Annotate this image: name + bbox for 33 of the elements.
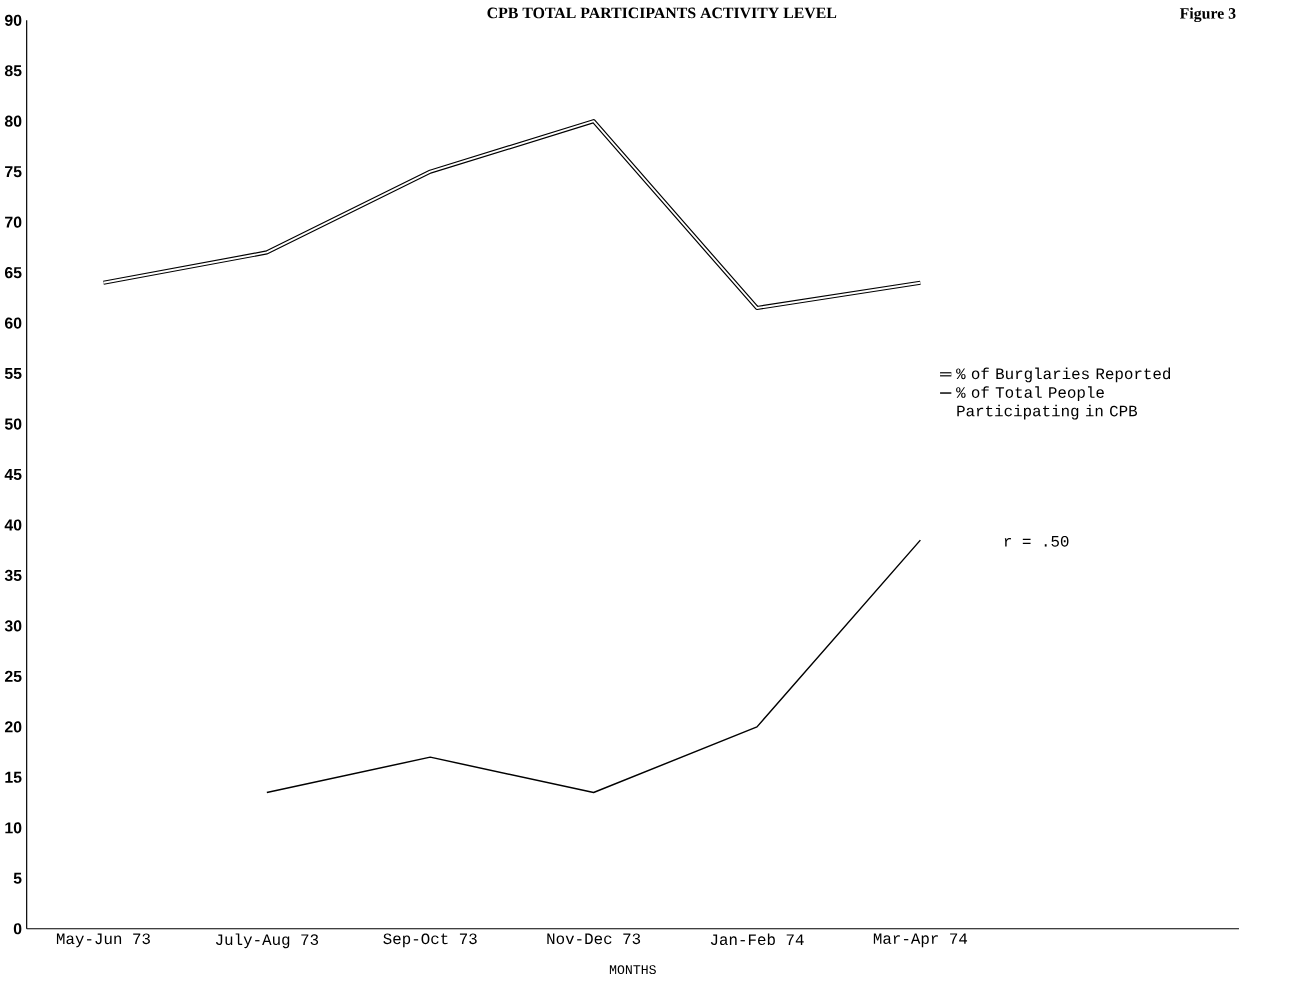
x-tick-label: Jan-Feb 74 [710,933,804,945]
y-tick-label: 5 [13,872,22,884]
y-tick-label: 45 [4,468,22,480]
x-tick-label: Sep-Oct 73 [383,933,477,948]
y-tick-label: 55 [4,367,22,379]
y-tick-label: 80 [4,115,22,127]
y-tick-label: 10 [5,821,22,834]
y-tick-label: 40 [4,519,22,531]
y-tick-label: 50 [4,418,22,430]
y-tick-label: 25 [4,670,22,682]
caption: Figure 3 [1179,7,1236,22]
x-tick-label: May-Jun 73 [56,933,150,948]
line-series [101,118,923,310]
y-tick-label: 65 [4,266,22,278]
line-series [266,539,922,793]
x-tick-label: Nov-Dec 73 [547,933,641,944]
y-tick-label: 20 [4,721,22,733]
chart-title: CPB TOTAL PARTICIPANTS ACTIVITY LEVEL [487,7,837,19]
x-tick-label: Mar-Apr 74 [873,933,968,947]
y-tick-label: 15 [5,771,22,783]
x-axis-title: MONTHS [609,964,656,974]
y-tick-label: 85 [4,64,22,77]
y-tick-label: 60 [4,317,22,329]
legend-label: % of Burglaries Reported [956,367,1171,383]
legend-label: % of Total People Participating in CPB [956,386,1138,420]
y-tick-label: 70 [5,216,22,228]
y-tick-label: 75 [5,165,22,177]
text: r = .50 [1004,535,1069,547]
y-tick-label: 0 [13,922,22,935]
y-tick-label: 30 [4,620,22,632]
x-tick-label: July-Aug 73 [215,933,319,948]
y-tick-label: 90 [4,14,22,26]
y-tick-label: 35 [4,569,22,581]
